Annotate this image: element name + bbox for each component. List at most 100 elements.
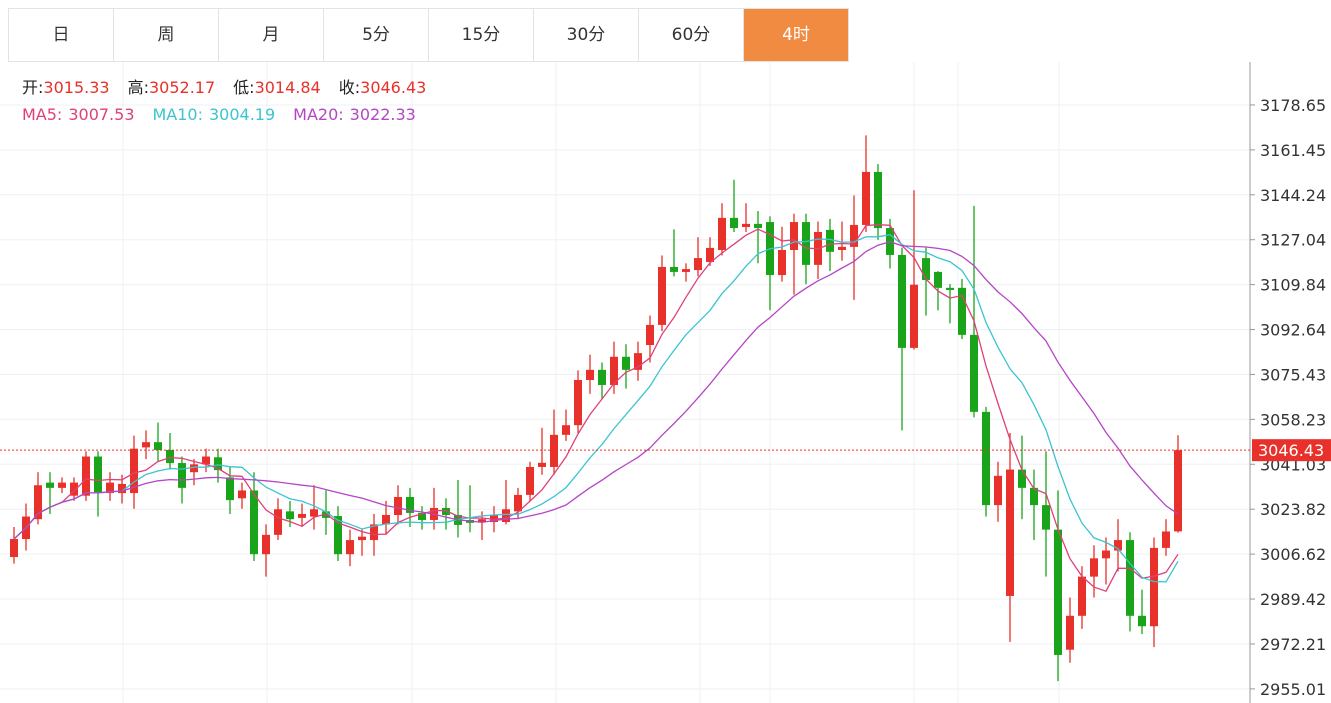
last-price-tag-bg <box>1252 439 1331 462</box>
candle-body <box>1138 615 1146 627</box>
candle-body <box>550 434 558 467</box>
candle-body <box>1030 487 1038 506</box>
candle-body <box>394 496 402 516</box>
ma-info: MA5: 3007.53 MA10: 3004.19 MA20: 3022.33 <box>22 105 416 124</box>
candle-body <box>1078 576 1086 616</box>
candle-body <box>598 369 606 385</box>
candle-body <box>958 287 966 335</box>
period-tab[interactable]: 周 <box>114 9 219 61</box>
candle-body <box>754 223 762 229</box>
ma-label: MA10: <box>153 105 204 124</box>
candle-body <box>946 287 954 290</box>
period-tab[interactable]: 月 <box>219 9 324 61</box>
info-value: 3014.84 <box>255 78 321 97</box>
candle-body <box>418 512 426 520</box>
candle-body <box>1090 558 1098 577</box>
info-value: 3015.33 <box>43 78 109 97</box>
candle-body <box>670 266 678 272</box>
candle-body <box>994 475 1002 506</box>
candle-body <box>334 516 342 555</box>
y-tick-label: 3006.62 <box>1260 545 1326 564</box>
candle-body <box>778 249 786 276</box>
candle-body <box>142 442 150 448</box>
info-label: 收: <box>339 78 360 97</box>
candle-body <box>646 324 654 346</box>
y-tick-label: 3178.65 <box>1260 96 1326 115</box>
candle-body <box>382 515 390 525</box>
candle-body <box>586 369 594 381</box>
candle-body <box>346 540 354 555</box>
ma-label: MA5: <box>22 105 62 124</box>
y-tick-label: 3058.23 <box>1260 410 1326 429</box>
candle-body <box>910 284 918 348</box>
last-price-tag: 3046.43 <box>1258 441 1324 460</box>
candle-body <box>274 509 282 535</box>
candle-body <box>694 258 702 271</box>
candle-body <box>982 411 990 506</box>
period-tabs: 日周月 5分 15分 30分 60分 4时 <box>8 8 849 62</box>
candle-body <box>826 229 834 252</box>
candle-body <box>118 483 126 494</box>
candle-body <box>1114 540 1122 551</box>
candle-body <box>526 466 534 495</box>
ma-line <box>13 234 1179 583</box>
y-tick-label: 3127.04 <box>1260 231 1326 250</box>
info-label: 开: <box>22 78 43 97</box>
ma-value: 3004.19 <box>209 105 275 124</box>
candle-body <box>94 456 102 494</box>
ohlc-info: 开:3015.33 高:3052.17 低:3014.84 收:3046.43 <box>22 78 426 97</box>
candle-body <box>310 509 318 517</box>
candle-body <box>370 524 378 541</box>
info-label: 低: <box>233 78 254 97</box>
ma-line <box>13 224 1179 592</box>
candle-body <box>874 171 882 229</box>
candle-body <box>262 534 270 555</box>
candle-body <box>610 356 618 385</box>
candle-body <box>10 539 18 558</box>
info-value: 3046.43 <box>360 78 426 97</box>
candle-body <box>622 356 630 370</box>
candle-body <box>970 334 978 412</box>
candle-body <box>442 507 450 516</box>
candle-body <box>298 513 306 518</box>
period-tab[interactable]: 30分 <box>534 9 639 61</box>
candle-body <box>358 536 366 541</box>
candle-body <box>1066 615 1074 650</box>
y-tick-label: 2955.01 <box>1260 680 1326 699</box>
candle-body <box>514 494 522 512</box>
y-tick-label: 3161.45 <box>1260 141 1326 160</box>
period-tab[interactable]: 日 <box>9 9 114 61</box>
candle-body <box>202 456 210 465</box>
period-tab[interactable]: 5分 <box>324 9 429 61</box>
candle-body <box>898 254 906 348</box>
candle-body <box>658 266 666 325</box>
ma-line <box>13 241 1179 540</box>
candle-body <box>634 353 642 370</box>
candle-body <box>1006 469 1014 596</box>
info-label: 高: <box>128 78 149 97</box>
candle-body <box>226 477 234 501</box>
period-tab[interactable]: 60分 <box>639 9 744 61</box>
candle-body <box>502 509 510 523</box>
ma-label: MA20: <box>293 105 344 124</box>
candle-body <box>862 171 870 225</box>
y-tick-label: 3144.24 <box>1260 186 1326 205</box>
candle-body <box>154 442 162 450</box>
period-tab[interactable]: 15分 <box>429 9 534 61</box>
candle-body <box>406 496 414 513</box>
candle-body <box>238 490 246 499</box>
candle-body <box>934 271 942 288</box>
candle-body <box>34 485 42 520</box>
ma-value: 3022.33 <box>350 105 416 124</box>
candle-body <box>286 511 294 520</box>
candle-body <box>562 425 570 435</box>
period-tab[interactable]: 4时 <box>744 9 848 61</box>
candle-body <box>1162 531 1170 548</box>
candle-body <box>538 462 546 467</box>
candle-body <box>1054 529 1062 655</box>
candle-body <box>214 457 222 471</box>
candle-body <box>718 217 726 250</box>
ma-value: 3007.53 <box>68 105 134 124</box>
candle-body <box>1126 540 1134 616</box>
